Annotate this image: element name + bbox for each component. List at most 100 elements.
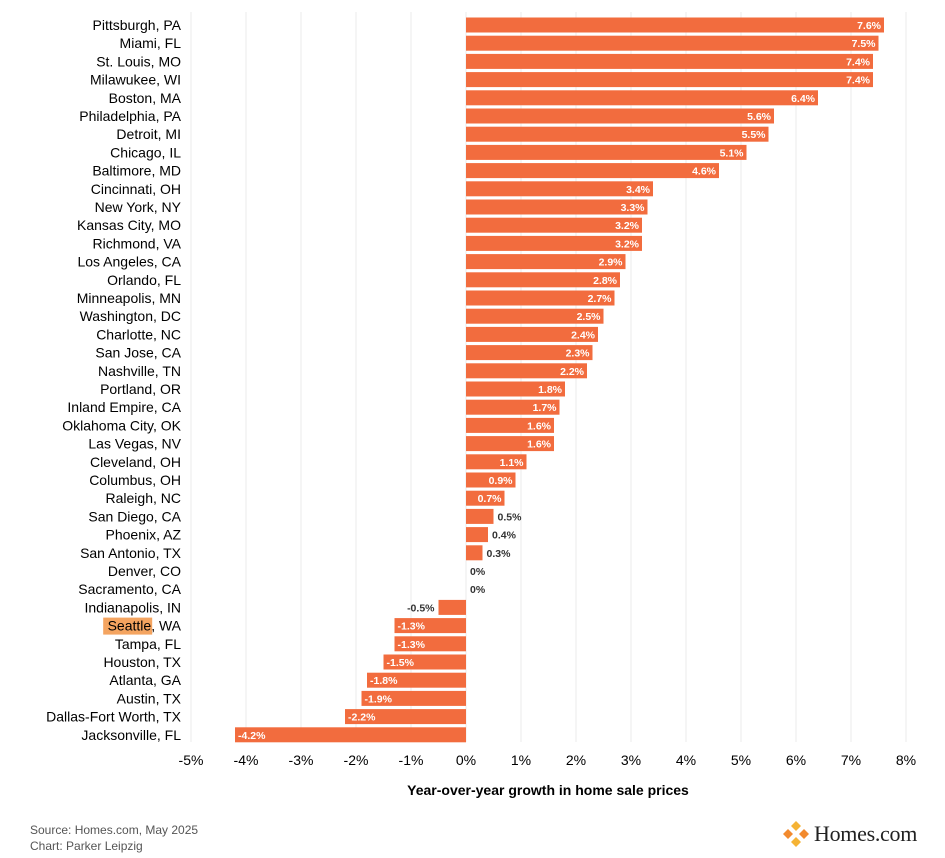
x-tick-label: 7% (841, 752, 861, 768)
category-label: Sacramento, CA (78, 581, 181, 597)
value-label: -0.5% (407, 602, 435, 614)
value-label: 5.1% (720, 147, 745, 159)
category-label: Orlando, FL (107, 272, 181, 288)
bar (466, 126, 769, 142)
category-label: Cleveland, OH (90, 454, 181, 470)
highlighted-city: Seattle (108, 618, 152, 634)
bar (466, 272, 620, 288)
value-label: -1.5% (387, 657, 415, 669)
value-label: 1.7% (533, 402, 558, 414)
x-tick-label: 4% (676, 752, 696, 768)
value-label: 7.6% (857, 20, 882, 32)
value-label: 0.3% (487, 548, 512, 560)
homes-com-logo-icon (783, 821, 809, 847)
category-label: Austin, TX (117, 690, 182, 706)
value-label: 2.5% (577, 311, 602, 323)
x-tick-label: -4% (234, 752, 259, 768)
category-label: Indianapolis, IN (84, 599, 181, 615)
category-label: San Diego, CA (88, 508, 181, 524)
x-tick-label: -1% (399, 752, 424, 768)
bar (466, 436, 554, 452)
bar (466, 163, 719, 179)
logo-text: Homes.com (814, 821, 918, 846)
category-label: Nashville, TN (98, 363, 181, 379)
category-label: Washington, DC (80, 308, 181, 324)
value-label: 3.2% (615, 220, 640, 232)
category-label: Charlotte, NC (96, 326, 181, 342)
category-label: Atlanta, GA (109, 672, 181, 688)
bar (466, 17, 884, 33)
category-label: Cincinnati, OH (91, 181, 181, 197)
bar (466, 508, 494, 524)
value-label: 2.2% (560, 366, 585, 378)
category-label: Chicago, IL (110, 144, 181, 160)
credit-text: Chart: Parker Leipzig (30, 839, 143, 853)
value-label: 0% (470, 584, 486, 596)
x-tick-label: -5% (179, 752, 204, 768)
category-label: Oklahoma City, OK (62, 417, 181, 433)
category-label: Seattle, WA (108, 618, 182, 634)
value-label: 3.3% (621, 202, 646, 214)
value-label: 2.3% (566, 348, 591, 360)
bar (466, 53, 873, 69)
bar (466, 527, 488, 543)
bar (466, 181, 653, 197)
value-label: 1.8% (538, 384, 563, 396)
value-label: 4.6% (692, 166, 717, 178)
category-label: Baltimore, MD (92, 163, 181, 179)
source-text: Source: Homes.com, May 2025 (30, 823, 199, 837)
category-label: Las Vegas, NV (88, 436, 181, 452)
bar (394, 618, 466, 634)
bar-chart: 7.6% 7.5% 7.4% 7.4% 6.4% 5.6% 5.5% 5.1%4.6% 3.4%… (46, 12, 916, 798)
x-tick-label: -2% (344, 752, 369, 768)
value-label: -1.8% (370, 675, 398, 687)
x-tick-label: -3% (289, 752, 314, 768)
value-label: 0% (470, 566, 486, 578)
bar (466, 217, 642, 233)
value-label: 5.6% (747, 111, 772, 123)
value-label: -4.2% (238, 730, 266, 742)
bar (367, 672, 466, 688)
category-label: Portland, OR (100, 381, 181, 397)
category-label: New York, NY (95, 199, 182, 215)
category-label: Miami, FL (120, 35, 182, 51)
category-label: Boston, MA (109, 90, 182, 106)
value-label: -2.2% (348, 712, 376, 724)
category-label: Philadelphia, PA (79, 108, 181, 124)
category-label: Denver, CO (108, 563, 181, 579)
value-label: 0.9% (489, 475, 514, 487)
value-label: 7.5% (852, 38, 877, 50)
x-axis-title: Year-over-year growth in home sale price… (407, 782, 689, 798)
highlighted-state: , WA (151, 618, 181, 634)
value-label: 1.6% (527, 420, 552, 432)
category-label: Milawukee, WI (90, 72, 181, 88)
bar (466, 290, 615, 306)
value-label: -1.3% (398, 639, 426, 651)
value-label: 7.4% (846, 75, 871, 87)
category-label: Dallas-Fort Worth, TX (46, 709, 182, 725)
bar (466, 254, 626, 270)
category-label: Kansas City, MO (77, 217, 181, 233)
bar (466, 345, 593, 361)
bars (235, 17, 884, 743)
bar (361, 690, 466, 706)
category-label: San Antonio, TX (80, 545, 182, 561)
category-label: Pittsburgh, PA (93, 17, 182, 33)
category-label: St. Louis, MO (96, 53, 181, 69)
category-label: Inland Empire, CA (67, 399, 181, 415)
value-label: 2.8% (593, 275, 618, 287)
bar (394, 636, 466, 652)
value-label: -1.3% (398, 621, 426, 633)
value-label: 6.4% (791, 93, 816, 105)
bar (466, 417, 554, 433)
homes-com-logo: Homes.com (782, 820, 917, 848)
value-label: 2.9% (599, 257, 624, 269)
category-label: Jacksonville, FL (81, 727, 181, 743)
bar (383, 654, 466, 670)
bar (466, 72, 873, 88)
bar (438, 599, 466, 615)
category-label: Houston, TX (103, 654, 181, 670)
bar (345, 709, 466, 725)
bar (466, 472, 516, 488)
value-label: 2.4% (571, 329, 596, 341)
